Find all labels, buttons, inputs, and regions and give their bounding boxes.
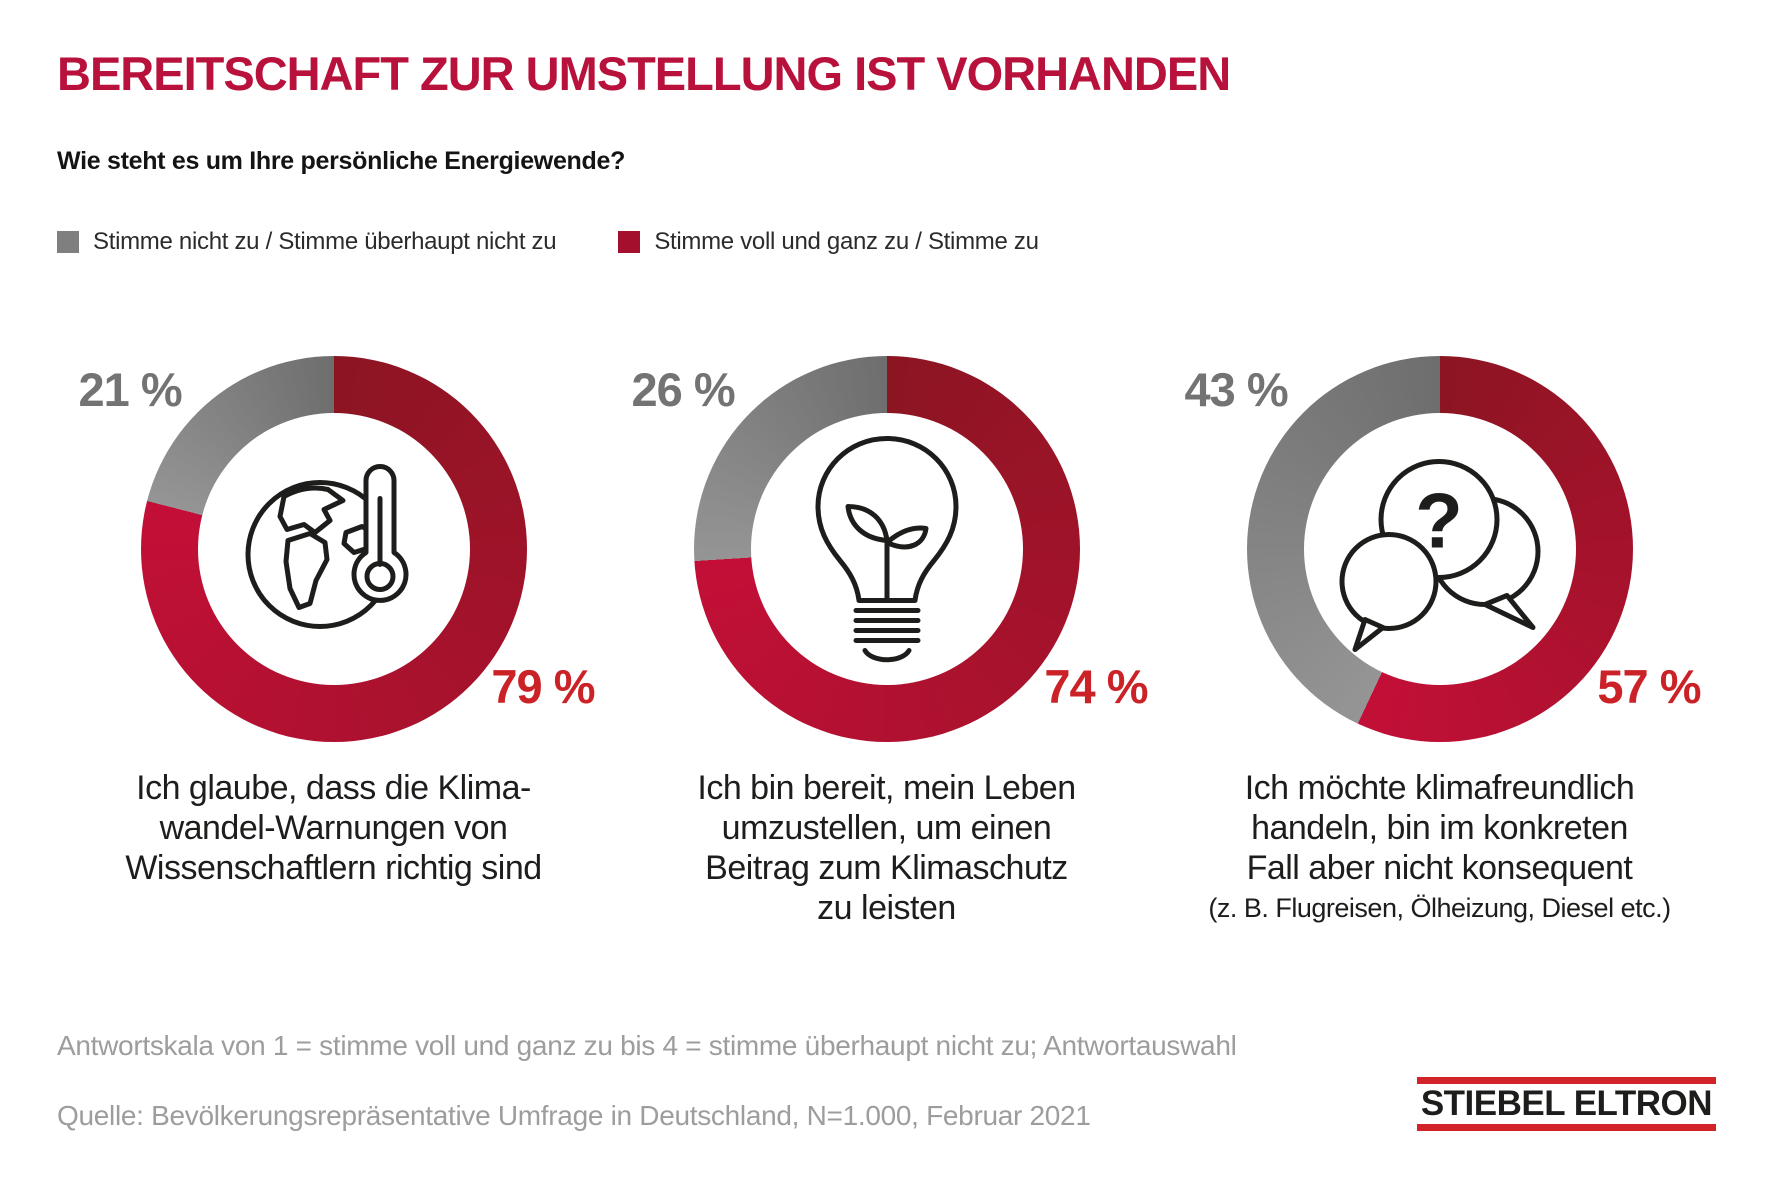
disagree-swatch-icon xyxy=(57,231,79,253)
disagree-value-label: 43 % xyxy=(1184,363,1289,416)
legend-item-agree: Stimme voll und ganz zu / Stimme zu xyxy=(618,228,1039,256)
agree-value-label: 74 % xyxy=(1044,660,1148,713)
donut-ring xyxy=(140,356,527,742)
logo-text: STIEBEL ELTRON xyxy=(1420,1084,1713,1123)
chart-caption: Ich möchte klimafreundlich handeln, bin … xyxy=(1244,769,1635,887)
speech-bubbles-question-icon: ? xyxy=(1327,436,1553,663)
agree-swatch-icon xyxy=(618,231,641,253)
legend-label-disagree: Stimme nicht zu / Stimme überhaupt nicht… xyxy=(93,228,557,255)
source-note: Quelle: Bevölkerungsrepräsentative Umfra… xyxy=(57,1100,1091,1131)
logo-bar-bottom xyxy=(1416,1124,1716,1131)
chart-caption-note: (z. B. Flugreisen, Ölheizung, Diesel etc… xyxy=(1208,893,1671,923)
stiebel-eltron-logo: STIEBEL ELTRON xyxy=(1416,1077,1716,1131)
chart-column-climate-warnings: 21 % 79 % xyxy=(57,356,610,932)
legend: Stimme nicht zu / Stimme überhaupt nicht… xyxy=(57,228,1716,256)
chart-caption: Ich bin bereit, mein Leben umzustellen, … xyxy=(697,769,1076,927)
agree-value-label: 57 % xyxy=(1597,660,1701,713)
logo-bar-top xyxy=(1416,1077,1716,1084)
donut-chart-change-life: 26 % xyxy=(632,356,1149,742)
disagree-value-label: 26 % xyxy=(631,363,736,416)
donut-chart-not-consistent: 43 % ? xyxy=(1185,356,1702,742)
footnote: Antwortskala von 1 = stimme voll und gan… xyxy=(57,1030,1237,1061)
chart-caption: Ich glaube, dass die Klima- wandel-Warnu… xyxy=(125,769,542,887)
disagree-value-label: 21 % xyxy=(78,363,183,416)
survey-question: Wie steht es um Ihre persönliche Energie… xyxy=(57,147,626,175)
lightbulb-plant-icon xyxy=(801,423,973,676)
legend-item-disagree: Stimme nicht zu / Stimme überhaupt nicht… xyxy=(57,228,557,256)
chart-column-change-life: 26 % xyxy=(610,356,1163,932)
svg-text:?: ? xyxy=(1415,477,1463,565)
chart-column-not-consistent: 43 % ? xyxy=(1163,356,1716,932)
charts-row: 21 % 79 % xyxy=(57,356,1716,932)
globe-thermometer-icon xyxy=(228,441,440,658)
agree-value-label: 79 % xyxy=(491,660,595,713)
page-title: BEREITSCHAFT ZUR UMSTELLUNG IST VORHANDE… xyxy=(57,47,1231,100)
legend-label-agree: Stimme voll und ganz zu / Stimme zu xyxy=(654,228,1039,255)
donut-chart-climate-warnings: 21 % 79 % xyxy=(79,356,596,742)
